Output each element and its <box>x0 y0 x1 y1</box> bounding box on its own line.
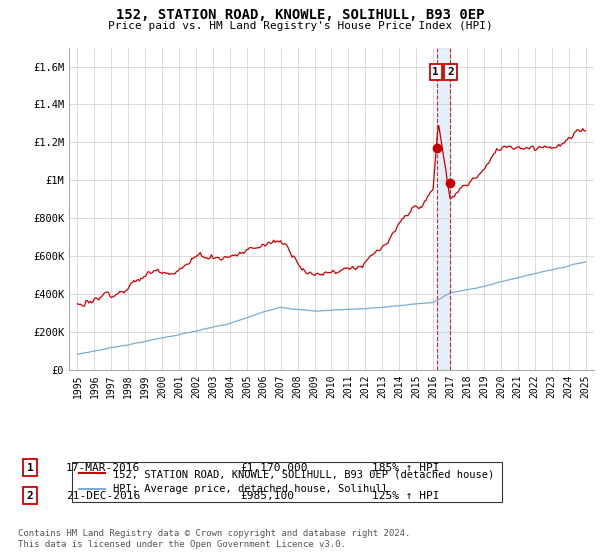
Text: £1,170,000: £1,170,000 <box>240 463 308 473</box>
Text: 125% ↑ HPI: 125% ↑ HPI <box>372 491 439 501</box>
Text: 21-DEC-2016: 21-DEC-2016 <box>66 491 140 501</box>
Text: £985,100: £985,100 <box>240 491 294 501</box>
Bar <box>437 48 450 370</box>
Text: Contains HM Land Registry data © Crown copyright and database right 2024.
This d: Contains HM Land Registry data © Crown c… <box>18 529 410 549</box>
Legend: 152, STATION ROAD, KNOWLE, SOLIHULL, B93 0EP (detached house), HPI: Average pric: 152, STATION ROAD, KNOWLE, SOLIHULL, B93… <box>71 462 502 502</box>
Text: 152, STATION ROAD, KNOWLE, SOLIHULL, B93 0EP: 152, STATION ROAD, KNOWLE, SOLIHULL, B93… <box>116 8 484 22</box>
Text: 1: 1 <box>433 67 439 77</box>
Text: 2: 2 <box>447 67 454 77</box>
Text: 17-MAR-2016: 17-MAR-2016 <box>66 463 140 473</box>
Text: Price paid vs. HM Land Registry's House Price Index (HPI): Price paid vs. HM Land Registry's House … <box>107 21 493 31</box>
Text: 1: 1 <box>26 463 34 473</box>
Text: 185% ↑ HPI: 185% ↑ HPI <box>372 463 439 473</box>
Text: 2: 2 <box>26 491 34 501</box>
